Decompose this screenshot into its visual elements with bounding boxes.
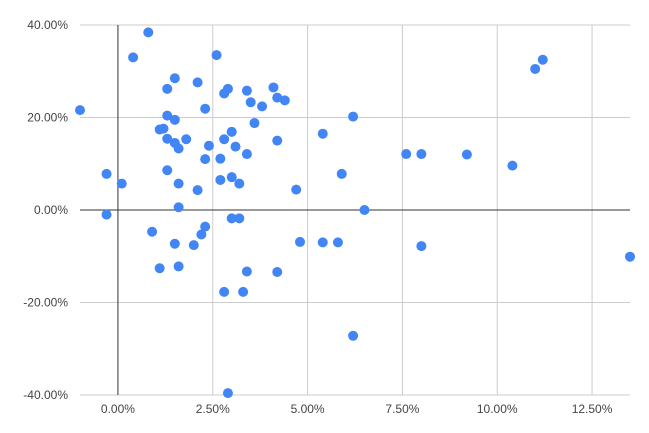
data-point bbox=[101, 209, 112, 220]
data-point bbox=[158, 123, 169, 134]
data-point bbox=[188, 240, 199, 251]
data-point bbox=[211, 50, 222, 61]
data-point bbox=[162, 165, 173, 176]
data-point bbox=[295, 236, 305, 247]
data-point bbox=[147, 226, 158, 237]
x-tick-label: 10.00% bbox=[477, 402, 518, 416]
data-point bbox=[196, 229, 207, 240]
data-point bbox=[241, 266, 252, 277]
y-tick-label: -20.00% bbox=[23, 296, 68, 310]
x-tick-label: 2.50% bbox=[196, 402, 230, 416]
x-tick-labels: 0.00% 2.50% 5.00% 7.50% 10.00% 12.50% bbox=[101, 402, 613, 416]
data-point bbox=[222, 388, 233, 399]
data-point bbox=[461, 149, 472, 160]
data-point bbox=[279, 95, 290, 106]
data-point bbox=[200, 221, 211, 232]
data-point bbox=[507, 160, 518, 171]
data-point bbox=[215, 153, 226, 164]
data-point bbox=[192, 77, 203, 88]
data-point bbox=[169, 114, 180, 125]
data-point bbox=[169, 73, 180, 84]
data-point bbox=[245, 97, 256, 108]
data-point bbox=[143, 27, 154, 38]
data-point bbox=[219, 286, 230, 297]
data-point bbox=[215, 174, 226, 185]
data-point bbox=[272, 135, 283, 146]
data-point bbox=[241, 85, 252, 96]
axes bbox=[80, 25, 630, 395]
data-point bbox=[226, 213, 237, 224]
x-tick-label: 5.00% bbox=[291, 402, 325, 416]
data-point bbox=[219, 134, 230, 145]
x-tick-label: 7.50% bbox=[385, 402, 419, 416]
data-point bbox=[530, 63, 541, 74]
y-tick-label: -40.00% bbox=[23, 388, 68, 402]
data-point bbox=[169, 238, 180, 249]
data-point bbox=[272, 266, 283, 277]
data-point bbox=[222, 83, 233, 94]
y-tick-label: 40.00% bbox=[27, 18, 68, 32]
data-point bbox=[173, 178, 184, 189]
data-point bbox=[268, 82, 279, 93]
data-point bbox=[192, 185, 203, 196]
data-point bbox=[128, 52, 139, 63]
data-point bbox=[101, 168, 112, 179]
data-point bbox=[75, 105, 85, 116]
data-point bbox=[317, 237, 328, 248]
data-point bbox=[234, 178, 245, 189]
data-point bbox=[226, 126, 237, 137]
data-point bbox=[241, 149, 252, 160]
data-point bbox=[200, 103, 211, 114]
data-point bbox=[348, 111, 359, 122]
data-point bbox=[203, 140, 214, 151]
x-tick-label: 0.00% bbox=[101, 402, 135, 416]
data-point bbox=[249, 118, 260, 129]
data-point bbox=[291, 184, 302, 195]
data-point bbox=[162, 83, 173, 94]
data-point bbox=[173, 261, 184, 272]
data-point bbox=[181, 134, 192, 145]
data-point bbox=[272, 92, 283, 103]
data-point bbox=[257, 101, 268, 112]
data-point bbox=[625, 251, 635, 262]
data-point bbox=[336, 168, 347, 179]
data-point bbox=[332, 237, 343, 248]
data-point bbox=[173, 202, 184, 213]
data-point bbox=[162, 133, 173, 144]
data-point bbox=[359, 205, 370, 215]
data-point bbox=[162, 110, 173, 121]
data-point bbox=[238, 286, 249, 297]
data-point bbox=[416, 241, 427, 252]
y-tick-label: 0.00% bbox=[34, 203, 68, 217]
data-point bbox=[537, 54, 548, 65]
data-point bbox=[348, 330, 359, 341]
data-point bbox=[173, 143, 184, 154]
y-tick-labels: 40.00% 20.00% 0.00% -20.00% -40.00% bbox=[23, 18, 68, 402]
x-tick-label: 12.50% bbox=[572, 402, 613, 416]
data-point bbox=[154, 263, 165, 274]
data-points bbox=[75, 27, 635, 399]
data-point bbox=[416, 149, 427, 160]
y-tick-label: 20.00% bbox=[27, 111, 68, 125]
data-point bbox=[401, 149, 412, 160]
data-point bbox=[234, 213, 245, 224]
data-point bbox=[200, 154, 211, 165]
data-point bbox=[317, 128, 328, 139]
data-point bbox=[226, 172, 237, 183]
data-point bbox=[230, 141, 241, 152]
data-point bbox=[116, 178, 127, 189]
